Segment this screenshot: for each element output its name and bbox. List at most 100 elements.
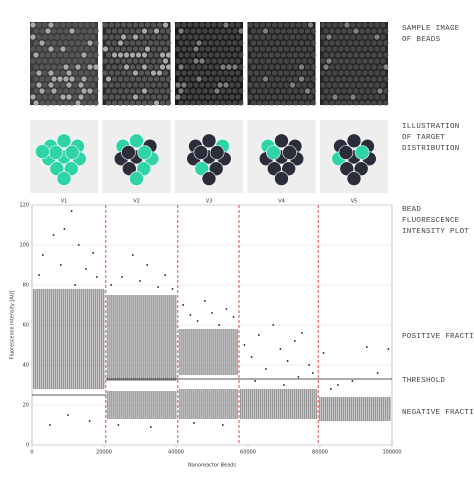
- bead: [238, 52, 244, 58]
- bead: [256, 100, 263, 106]
- bead: [320, 82, 326, 88]
- bead: [332, 46, 338, 52]
- bead: [196, 52, 202, 58]
- bead: [232, 64, 238, 70]
- bead: [72, 82, 78, 88]
- bead: [353, 64, 359, 70]
- bead: [208, 76, 214, 82]
- bead: [289, 34, 296, 40]
- point: [283, 384, 285, 386]
- bead: [184, 28, 190, 34]
- bead: [320, 34, 326, 40]
- point-cloud: [178, 329, 238, 375]
- bead: [211, 82, 217, 88]
- bead: [259, 70, 266, 76]
- point: [376, 372, 379, 374]
- bead: [66, 70, 72, 76]
- point-cloud: [33, 289, 105, 389]
- bead: [292, 52, 299, 58]
- bead: [344, 94, 350, 100]
- bead: [126, 34, 133, 40]
- column-label: V1: [61, 199, 68, 205]
- bead: [108, 22, 115, 28]
- bead: [365, 100, 371, 106]
- point: [279, 348, 282, 350]
- bead: [42, 82, 48, 88]
- bead: [123, 28, 130, 34]
- bead: [75, 64, 81, 70]
- bead: [383, 40, 389, 46]
- bead: [105, 64, 112, 70]
- bead: [144, 46, 151, 52]
- bead: [268, 64, 275, 70]
- bead: [175, 22, 181, 28]
- point: [265, 368, 267, 370]
- bead: [84, 58, 90, 64]
- bead: [153, 64, 160, 70]
- bead: [232, 88, 238, 94]
- point: [67, 414, 69, 416]
- bead: [156, 94, 163, 100]
- bead: [84, 82, 90, 88]
- bead: [181, 70, 187, 76]
- bead: [159, 88, 166, 94]
- bead: [57, 28, 63, 34]
- bead: [33, 52, 39, 58]
- bead: [33, 64, 39, 70]
- bead: [111, 52, 118, 58]
- bead: [235, 82, 241, 88]
- bead: [144, 22, 151, 28]
- bead: [353, 76, 359, 82]
- bead: [356, 70, 362, 76]
- bead: [335, 76, 341, 82]
- bead: [347, 40, 353, 46]
- bead: [129, 28, 136, 34]
- bead: [208, 28, 214, 34]
- bead: [356, 58, 362, 64]
- bead: [69, 40, 75, 46]
- bead: [84, 34, 90, 40]
- bead: [135, 40, 142, 46]
- bead: [156, 34, 163, 40]
- bead: [36, 46, 42, 52]
- bead: [126, 58, 133, 64]
- bead: [102, 22, 109, 28]
- bead: [247, 34, 254, 40]
- bead: [117, 76, 124, 82]
- bead: [102, 82, 109, 88]
- bead: [274, 88, 281, 94]
- bead: [362, 58, 368, 64]
- bead: [365, 40, 371, 46]
- bead: [117, 28, 124, 34]
- bead: [371, 52, 377, 58]
- bead: [341, 40, 347, 46]
- point: [88, 420, 91, 422]
- bead: [54, 34, 60, 40]
- illustration-bead: [201, 171, 217, 186]
- bead: [211, 46, 217, 52]
- bead: [338, 94, 344, 100]
- bead: [335, 100, 341, 106]
- point: [203, 300, 206, 302]
- bead: [153, 100, 160, 106]
- bead: [60, 70, 66, 76]
- bead: [208, 88, 214, 94]
- bead: [193, 34, 199, 40]
- point-cloud: [240, 389, 318, 419]
- bead: [153, 28, 160, 34]
- bead: [368, 70, 374, 76]
- bead: [247, 22, 254, 28]
- bead: [323, 88, 329, 94]
- bead: [326, 58, 332, 64]
- bead: [69, 76, 75, 82]
- bead: [90, 22, 96, 28]
- bead: [341, 28, 347, 34]
- bead: [156, 46, 163, 52]
- bead: [190, 28, 196, 34]
- point-cloud: [178, 389, 238, 419]
- bead: [283, 70, 290, 76]
- bead: [274, 28, 281, 34]
- bead: [335, 52, 341, 58]
- bead: [332, 82, 338, 88]
- bead: [181, 58, 187, 64]
